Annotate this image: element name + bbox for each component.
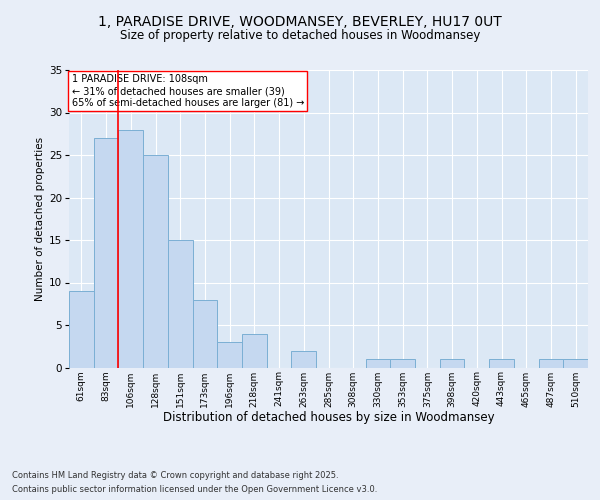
- Bar: [94, 138, 118, 368]
- Text: 1, PARADISE DRIVE, WOODMANSEY, BEVERLEY, HU17 0UT: 1, PARADISE DRIVE, WOODMANSEY, BEVERLEY,…: [98, 16, 502, 30]
- Bar: [365, 359, 390, 368]
- Text: 1 PARADISE DRIVE: 108sqm
← 31% of detached houses are smaller (39)
65% of semi-d: 1 PARADISE DRIVE: 108sqm ← 31% of detach…: [71, 74, 304, 108]
- X-axis label: Distribution of detached houses by size in Woodmansey: Distribution of detached houses by size …: [163, 411, 494, 424]
- Y-axis label: Number of detached properties: Number of detached properties: [35, 136, 44, 301]
- Bar: [168, 240, 193, 368]
- Bar: [242, 334, 267, 368]
- Text: Contains public sector information licensed under the Open Government Licence v3: Contains public sector information licen…: [12, 484, 377, 494]
- Bar: [292, 350, 316, 368]
- Bar: [563, 359, 588, 368]
- Text: Contains HM Land Registry data © Crown copyright and database right 2025.: Contains HM Land Registry data © Crown c…: [12, 472, 338, 480]
- Bar: [390, 359, 415, 368]
- Bar: [118, 130, 143, 368]
- Bar: [440, 359, 464, 368]
- Bar: [69, 291, 94, 368]
- Bar: [489, 359, 514, 368]
- Text: Size of property relative to detached houses in Woodmansey: Size of property relative to detached ho…: [120, 30, 480, 43]
- Bar: [193, 300, 217, 368]
- Bar: [143, 155, 168, 368]
- Bar: [539, 359, 563, 368]
- Bar: [217, 342, 242, 367]
